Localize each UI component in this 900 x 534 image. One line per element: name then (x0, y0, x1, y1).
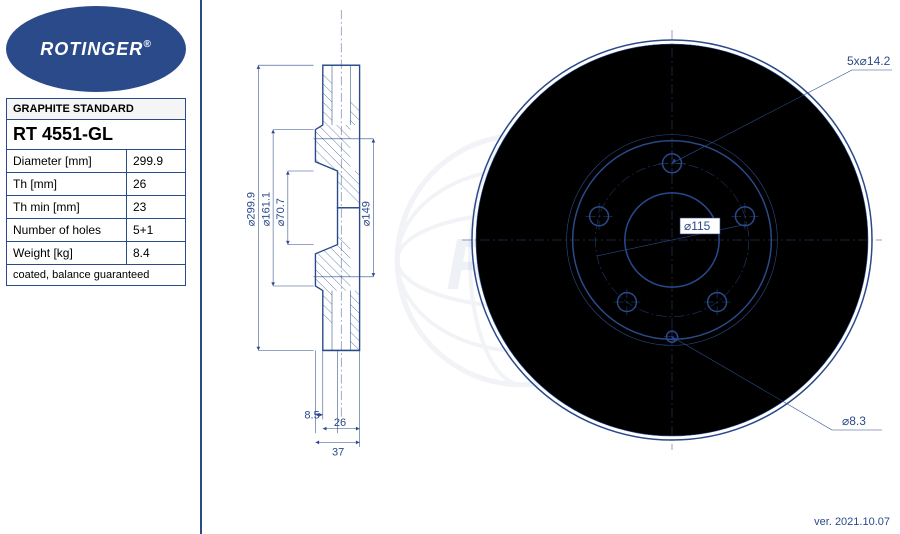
dim-8.5: 8.5 (304, 409, 319, 421)
dim-26: 26 (334, 417, 346, 429)
spec-header: GRAPHITE STANDARD (7, 99, 186, 120)
table-row: Th [mm]26 (7, 173, 186, 196)
spec-footer: coated, balance guaranteed (7, 265, 186, 286)
logo-text: ROTINGER® (40, 39, 151, 60)
dim-37: 37 (332, 446, 344, 458)
svg-text:⌀115: ⌀115 (684, 219, 711, 233)
drawing-area: ROTINGER (200, 0, 900, 534)
table-row: Number of holes5+1 (7, 219, 186, 242)
front-disc-view: 5x⌀14.2 ⌀8.3 ⌀115 (452, 10, 900, 470)
svg-text:⌀299.9: ⌀299.9 (246, 192, 258, 226)
side-section-view: ⌀299.9⌀161.1⌀70.7 ⌀149 8.5 26 37 (242, 10, 422, 470)
svg-text:⌀8.3: ⌀8.3 (842, 414, 866, 428)
part-number: RT 4551-GL (7, 120, 186, 150)
svg-text:⌀161.1: ⌀161.1 (260, 192, 272, 226)
version-label: ver. 2021.10.07 (814, 516, 890, 528)
table-row: Weight [kg]8.4 (7, 242, 186, 265)
spec-table: GRAPHITE STANDARD RT 4551-GL Diameter [m… (6, 98, 186, 286)
svg-text:5x⌀14.2: 5x⌀14.2 (847, 54, 891, 68)
svg-text:⌀70.7: ⌀70.7 (275, 198, 287, 226)
table-row: Th min [mm]23 (7, 196, 186, 219)
table-row: Diameter [mm]299.9 (7, 150, 186, 173)
svg-text:⌀149: ⌀149 (361, 201, 373, 226)
brand-logo: ROTINGER® (6, 6, 186, 92)
